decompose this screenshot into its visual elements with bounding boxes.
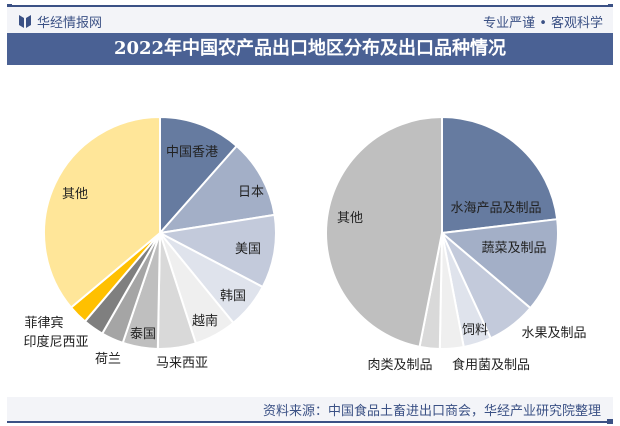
slice-label: 韩国 — [220, 289, 246, 304]
slice-label: 马来西亚 — [156, 356, 208, 371]
pie-charts: 中国香港日本美国韩国越南马来西亚泰国荷兰印度尼西亚菲律宾其他水海产品及制品蔬菜及… — [23, 115, 587, 373]
pie-slice — [439, 218, 559, 310]
slice-label: 水海产品及制品 — [450, 201, 541, 216]
slogan: 专业严谨 • 客观科学 — [483, 16, 603, 31]
slice-label: 越南 — [192, 313, 218, 329]
footer: 资料来源：中国食品土畜进出口商会，华经产业研究院整理 — [7, 397, 613, 421]
slice-label: 中国香港 — [166, 145, 218, 160]
pie-slice — [441, 115, 559, 235]
slice-label: 荷兰 — [95, 352, 121, 367]
slice-label: 肉类及制品 — [367, 358, 432, 373]
slice-label: 印度尼西亚 — [23, 334, 88, 350]
brand: 华经情报网 — [19, 12, 102, 31]
slice-label: 菲律宾 — [24, 315, 63, 331]
header: 华经情报网 专业严谨 • 客观科学 — [7, 7, 613, 33]
pie-slice — [156, 213, 277, 289]
slice-label: 美国 — [235, 242, 261, 257]
source-note: 资料来源：中国食品土畜进出口商会，华经产业研究院整理 — [262, 404, 601, 419]
slice-label: 饲料 — [462, 323, 488, 338]
pie-slice — [325, 115, 443, 348]
bottom-rule — [7, 419, 613, 424]
brand-name: 华经情报网 — [37, 16, 103, 31]
slice-label: 其他 — [337, 211, 363, 226]
slice-label: 其他 — [62, 187, 88, 202]
pie-slice — [159, 115, 239, 236]
logo-icon — [19, 15, 31, 28]
slice-label: 泰国 — [130, 327, 156, 342]
slice-label: 水果及制品 — [521, 326, 586, 341]
chart-title: 2022年中国农产品出口地区分布及出口品种情况 — [7, 33, 613, 65]
slice-label: 日本 — [238, 185, 264, 200]
slice-label: 食用菌及制品 — [452, 357, 530, 373]
top-rule — [7, 4, 613, 8]
pie-slice — [157, 144, 276, 235]
pie-slice — [43, 115, 161, 309]
slice-label: 蔬菜及制品 — [481, 241, 546, 256]
